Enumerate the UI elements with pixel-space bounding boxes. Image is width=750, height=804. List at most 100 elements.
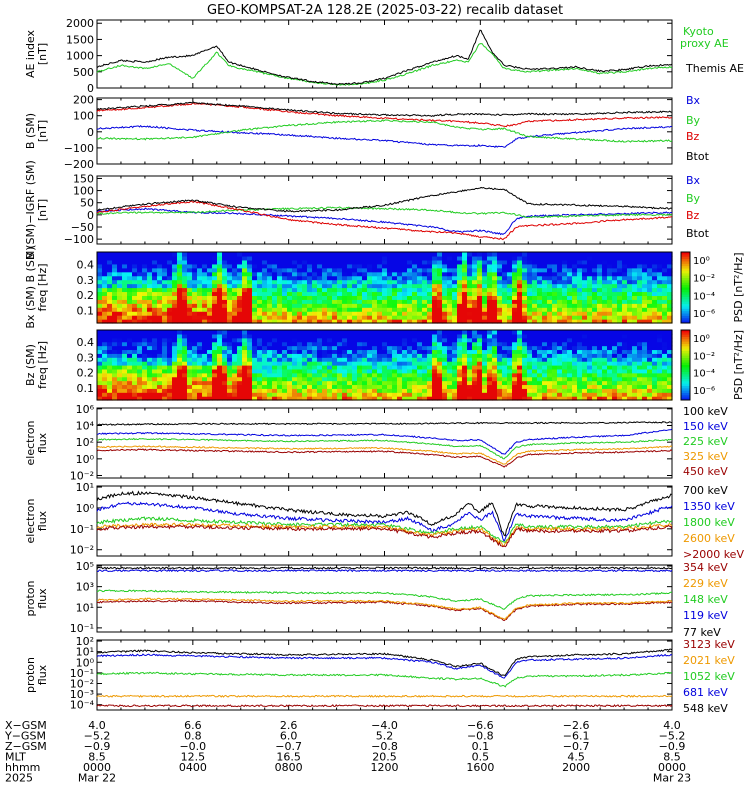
spectrogram-cell — [542, 291, 548, 296]
spectrogram-cell — [522, 337, 528, 343]
spectrogram-cell — [512, 361, 518, 366]
spectrogram-cell — [442, 319, 448, 324]
spectrogram-cell — [132, 368, 138, 374]
spectrogram-cell — [407, 259, 413, 265]
spectrogram-cell — [332, 311, 338, 316]
spectrogram-cell — [657, 376, 663, 382]
spectrogram-cell — [577, 376, 583, 382]
spectrogram-cell — [667, 337, 673, 343]
spectrogram-cell — [322, 357, 328, 362]
spectrogram-cell — [502, 303, 508, 308]
spectrogram-cell — [387, 275, 393, 281]
spectrogram-cell — [592, 295, 598, 300]
spectrogram-cell — [512, 333, 518, 339]
spectrogram-cell — [542, 267, 548, 273]
colorbar-segment — [681, 261, 690, 265]
spectrogram-cell — [532, 279, 538, 285]
spectrogram-cell — [227, 376, 233, 382]
spectrogram-cell — [642, 252, 648, 257]
spectrogram-cell — [422, 388, 428, 393]
spectrogram-cell — [202, 263, 208, 269]
spectrogram-cell — [582, 388, 588, 393]
spectrogram-cell — [197, 259, 203, 265]
spectrogram-cell — [597, 311, 603, 316]
spectrogram-cell — [112, 271, 118, 277]
spectrogram-cell — [447, 319, 453, 324]
spectrogram-cell — [112, 337, 118, 343]
spectrogram-cell — [207, 263, 213, 269]
spectrogram-cell — [447, 384, 453, 389]
spectrogram-cell — [207, 341, 213, 347]
spectrogram-cell — [602, 259, 608, 265]
spectrogram-cell — [332, 263, 338, 269]
spectrogram-cell — [237, 337, 243, 343]
spectrogram-cell — [622, 311, 628, 316]
legend-entry: Bx — [686, 174, 701, 187]
spectrogram-cell — [652, 365, 658, 370]
spectrogram-cell — [517, 388, 523, 393]
y-tick-label: 10⁰ — [76, 502, 95, 515]
spectrogram-cell — [517, 252, 523, 257]
spectrogram-cell — [277, 337, 283, 343]
spectrogram-cell — [287, 361, 293, 366]
spectrogram-cell — [222, 279, 228, 285]
spectrogram-cell — [317, 267, 323, 273]
spectrogram-cell — [262, 353, 268, 358]
spectrogram-cell — [462, 291, 468, 296]
spectrogram-cell — [297, 330, 303, 335]
spectrogram-cell — [127, 283, 133, 289]
spectrogram-cell — [377, 255, 383, 261]
spectrogram-cell — [147, 255, 153, 261]
spectrogram-cell — [342, 319, 348, 324]
spectrogram-cell — [282, 259, 288, 265]
spectrogram-cell — [207, 311, 213, 316]
x-axis-tick-label: −6.6 — [467, 719, 494, 732]
series-line-bz — [96, 200, 673, 241]
spectrogram-cell — [97, 291, 103, 296]
spectrogram-cell — [647, 368, 653, 374]
spectrogram-cell — [502, 357, 508, 362]
spectrogram-cell — [222, 311, 228, 316]
spectrogram-cell — [667, 267, 673, 273]
y-tick-label: 10² — [76, 436, 94, 449]
spectrogram-cell — [537, 337, 543, 343]
spectrogram-cell — [517, 291, 523, 296]
spectrogram-cell — [142, 345, 148, 351]
spectrogram-cell — [142, 252, 148, 257]
spectrogram-cell — [382, 271, 388, 277]
spectrogram-cell — [557, 315, 563, 320]
spectrogram-cell — [337, 333, 343, 339]
spectrogram-cell — [597, 341, 603, 347]
spectrogram-cell — [202, 361, 208, 366]
spectrogram-cell — [412, 303, 418, 308]
spectrogram-cell — [272, 307, 278, 312]
spectrogram-cell — [242, 299, 248, 304]
spectrogram-cell — [447, 279, 453, 285]
spectrogram-cell — [622, 333, 628, 339]
spectrogram-cell — [97, 353, 103, 358]
spectrogram-cell — [627, 333, 633, 339]
spectrogram-cell — [312, 333, 318, 339]
spectrogram-cell — [367, 255, 373, 261]
spectrogram-cell — [482, 255, 488, 261]
spectrogram-cell — [557, 307, 563, 312]
spectrogram-cell — [307, 376, 313, 382]
y-axis-label: B (SM)−IGRF (SM) — [24, 160, 37, 260]
spectrogram-cell — [297, 287, 303, 293]
spectrogram-cell — [142, 279, 148, 285]
spectrogram-cell — [647, 303, 653, 308]
spectrogram-cell — [192, 365, 198, 370]
spectrogram-cell — [457, 307, 463, 312]
spectrogram-cell — [552, 315, 558, 320]
x-axis-tick-label: 0000 — [658, 761, 686, 774]
spectrogram-cell — [607, 361, 613, 366]
spectrogram-cell — [662, 357, 668, 362]
spectrogram-cell — [382, 283, 388, 289]
spectrogram-cell — [417, 380, 423, 386]
spectrogram-cell — [627, 307, 633, 312]
spectrogram-cell — [257, 349, 263, 354]
spectrogram-cell — [127, 311, 133, 316]
spectrogram-cell — [492, 330, 498, 335]
spectrogram-cell — [472, 267, 478, 273]
spectrogram-cell — [597, 337, 603, 343]
